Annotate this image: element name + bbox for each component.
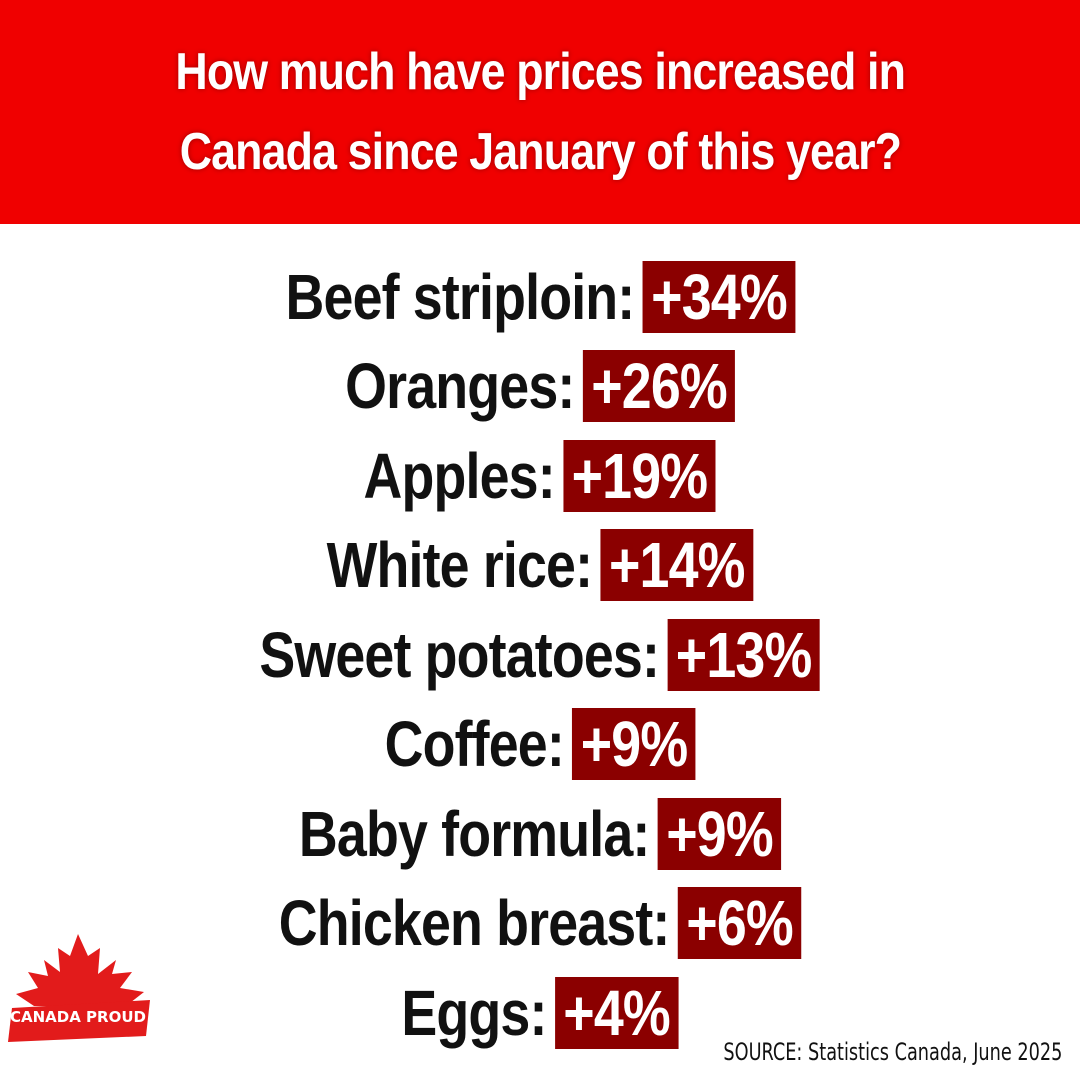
item-value-badge: +9% — [572, 708, 696, 781]
item-label: Chicken breast: — [278, 887, 671, 960]
list-item: Chicken breast: +6% — [0, 879, 1080, 969]
list-item: Baby formula: +9% — [0, 789, 1080, 879]
item-value-badge: +9% — [657, 797, 782, 870]
list-item: Oranges: +26% — [0, 342, 1080, 432]
canada-proud-logo: CANADA PROUD — [8, 930, 154, 1052]
item-value-badge: +6% — [677, 887, 802, 960]
item-label: White rice: — [326, 529, 593, 602]
list-item: Eggs: +4% — [0, 968, 1080, 1058]
item-label: Baby formula: — [298, 797, 650, 870]
title-line-1: How much have prices increased in — [175, 43, 906, 101]
item-label: Apples: — [363, 439, 556, 512]
item-value-badge: +26% — [582, 350, 736, 423]
list-item: Coffee: +9% — [0, 700, 1080, 790]
item-label: Sweet potatoes: — [259, 618, 660, 691]
price-increase-list: Beef striploin: +34% Oranges: +26% Apple… — [0, 252, 1080, 1058]
item-label: Coffee: — [384, 708, 564, 781]
source-note: SOURCE: Statistics Canada, June 2025 — [722, 1038, 1062, 1066]
item-value-badge: +34% — [642, 260, 795, 333]
item-value-badge: +19% — [563, 439, 717, 512]
item-label: Oranges: — [344, 350, 575, 423]
list-item: Apples: +19% — [0, 431, 1080, 521]
list-item: White rice: +14% — [0, 521, 1080, 611]
maple-leaf-icon — [8, 934, 150, 1042]
list-item: Sweet potatoes: +13% — [0, 610, 1080, 700]
logo-text: CANADA PROUD — [10, 1008, 146, 1026]
item-label: Eggs: — [401, 976, 548, 1049]
list-item: Beef striploin: +34% — [0, 252, 1080, 342]
title-banner: How much have prices increased in Canada… — [0, 0, 1080, 224]
title-line-2: Canada since January of this year? — [179, 123, 901, 181]
item-value-badge: +13% — [667, 618, 821, 691]
item-value-badge: +4% — [555, 976, 679, 1049]
item-value-badge: +14% — [600, 529, 754, 602]
item-label: Beef striploin: — [285, 260, 635, 333]
